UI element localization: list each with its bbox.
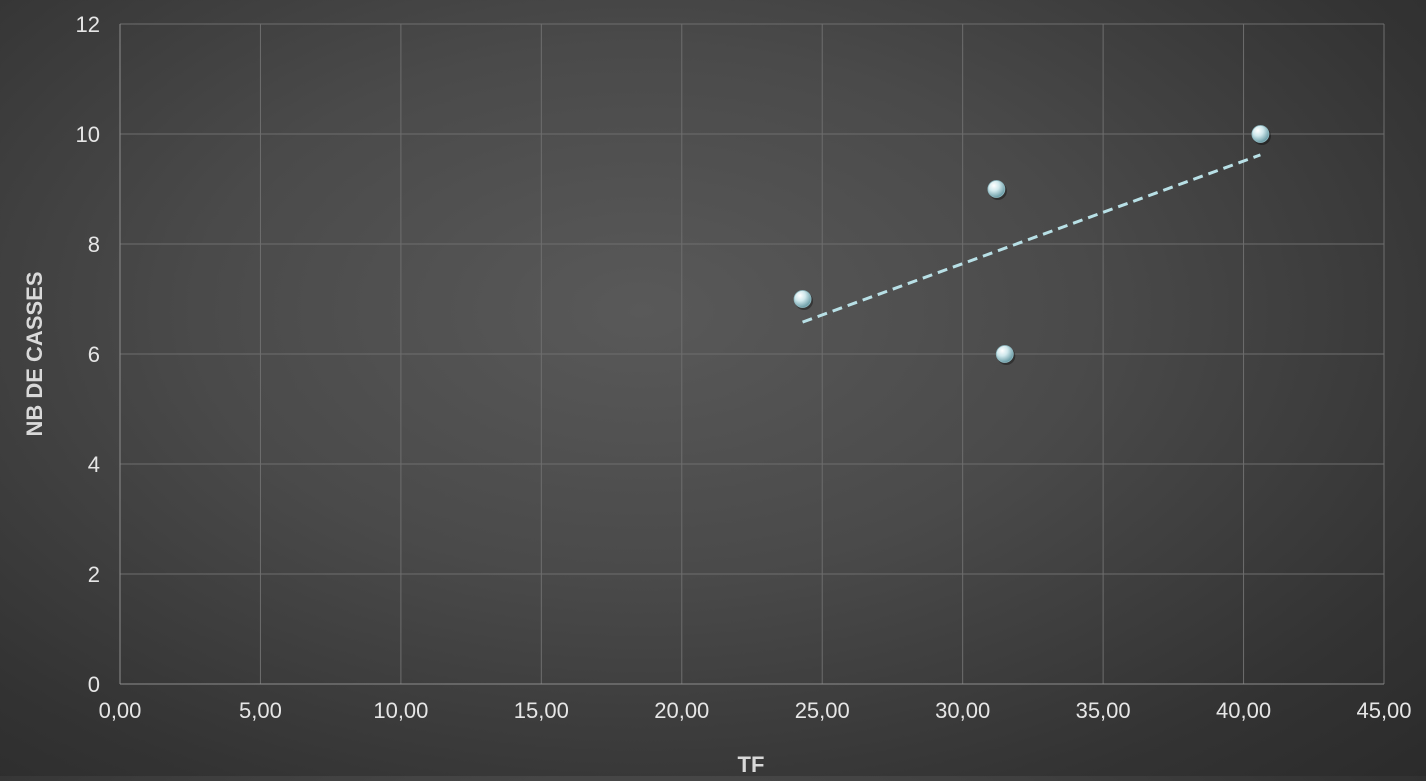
grid-layer <box>120 23 1385 684</box>
y-axis-title: NB DE CASSES <box>22 271 47 436</box>
y-tick-label: 2 <box>88 562 100 587</box>
axis-layer <box>119 24 1384 685</box>
x-axis-title: TF <box>738 752 765 776</box>
tick-label-layer: 0 2 4 6 8 10 12 0,00 5,00 10,00 15,00 20,00 25,00 30,… <box>76 12 1412 723</box>
x-tick-label: 45,00 <box>1356 698 1411 723</box>
x-tick-label: 15,00 <box>514 698 569 723</box>
data-point-marker <box>995 345 1014 363</box>
trendline <box>802 153 1261 324</box>
y-tick-label: 4 <box>88 452 100 477</box>
points-layer <box>793 125 1271 365</box>
x-tick-label: 30,00 <box>935 698 990 723</box>
trendline-layer <box>802 153 1261 324</box>
y-tick-label: 10 <box>76 122 100 147</box>
x-tick-label: 10,00 <box>373 698 428 723</box>
data-point-marker <box>793 290 812 308</box>
data-point <box>987 180 1007 200</box>
x-tick-label: 40,00 <box>1216 698 1271 723</box>
y-tick-label: 0 <box>88 672 100 697</box>
x-tick-label: 20,00 <box>654 698 709 723</box>
x-tick-label: 35,00 <box>1076 698 1131 723</box>
x-tick-label: 25,00 <box>795 698 850 723</box>
x-tick-label: 0,00 <box>99 698 142 723</box>
data-point <box>793 290 814 310</box>
y-tick-label: 12 <box>76 12 100 37</box>
x-tick-label: 5,00 <box>239 698 282 723</box>
y-tick-label: 8 <box>88 232 100 257</box>
y-tick-label: 6 <box>88 342 100 367</box>
data-point <box>995 345 1016 365</box>
data-point-marker <box>987 180 1006 198</box>
data-point-marker <box>1251 125 1270 143</box>
data-point <box>1251 125 1271 145</box>
